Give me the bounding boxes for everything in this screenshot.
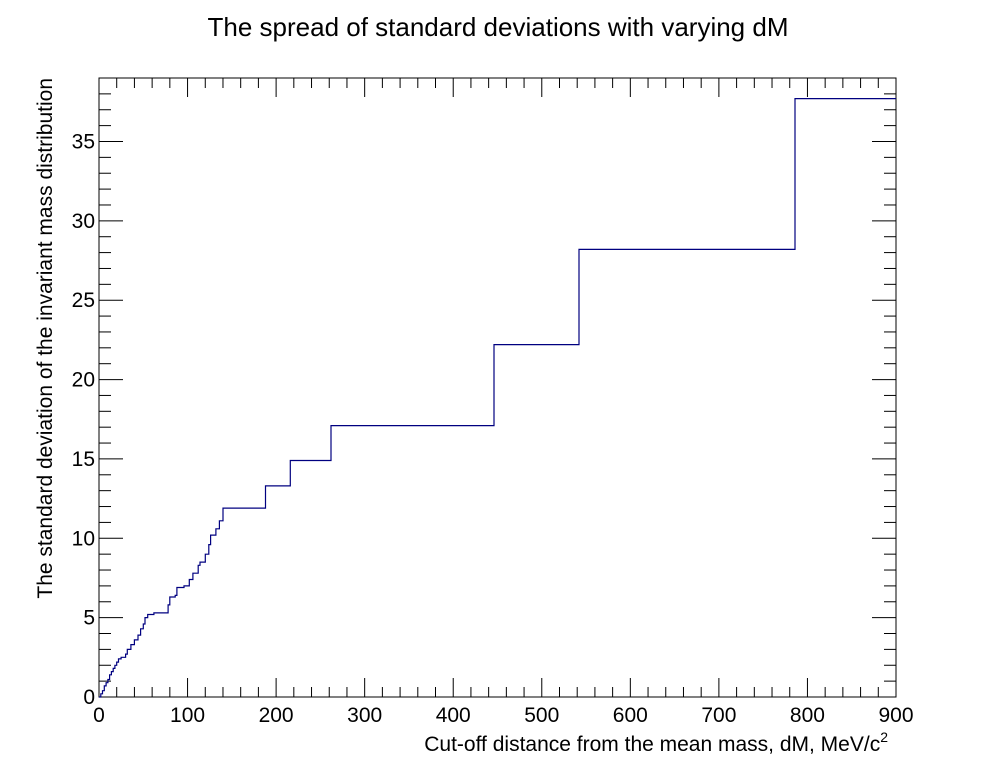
x-tick-label: 700 xyxy=(701,704,736,727)
x-tick-label: 800 xyxy=(790,704,825,727)
y-tick-label: 5 xyxy=(83,607,95,630)
axis-ticks xyxy=(98,77,897,698)
y-tick-label: 25 xyxy=(72,289,95,312)
x-tick-label: 0 xyxy=(93,704,105,727)
x-axis-title-text: Cut-off distance from the mean mass, dM,… xyxy=(424,733,880,756)
y-tick-label: 0 xyxy=(83,686,95,709)
plot-area xyxy=(98,77,897,698)
x-tick-label: 200 xyxy=(259,704,294,727)
x-axis-title-superscript: 2 xyxy=(880,729,888,745)
y-tick-label: 15 xyxy=(72,448,95,471)
chart-title: The spread of standard deviations with v… xyxy=(208,12,789,42)
y-tick-label: 10 xyxy=(72,527,95,550)
x-tick-label: 500 xyxy=(524,704,559,727)
x-tick-label: 900 xyxy=(878,704,913,727)
x-axis-title: Cut-off distance from the mean mass, dM,… xyxy=(424,729,888,756)
x-tick-label: 300 xyxy=(347,704,382,727)
y-tick-label: 30 xyxy=(72,210,95,233)
y-axis-title: The standard deviation of the invariant … xyxy=(34,78,57,599)
y-tick-label: 35 xyxy=(72,130,95,153)
series-line xyxy=(99,98,896,698)
x-tick-label: 100 xyxy=(170,704,205,727)
x-tick-label: 600 xyxy=(613,704,648,727)
tick-labels: 0 100 200 300 400 500 600 700 800 900 0 5 10 15 20 25 30… xyxy=(72,130,914,727)
x-tick-label: 400 xyxy=(436,704,471,727)
y-tick-label: 20 xyxy=(72,369,95,392)
